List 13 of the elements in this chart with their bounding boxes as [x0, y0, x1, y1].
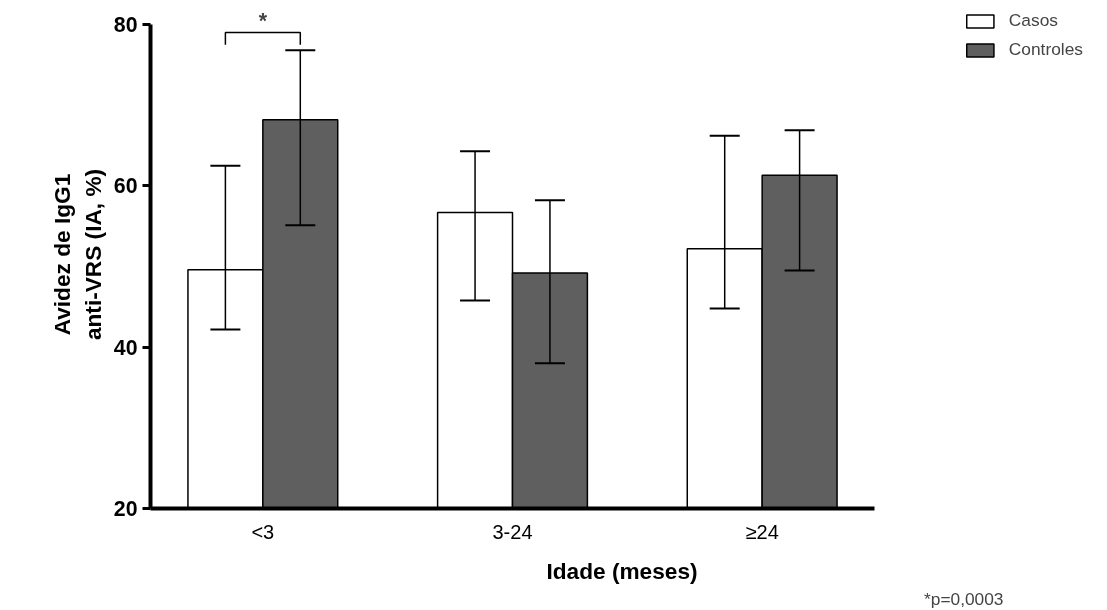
y-tick-label: 20 [113, 497, 138, 521]
x-tick-label: 3-24 [492, 520, 533, 543]
y-axis-title: Avidez de IgG1 anti-VRS (IA, %) [48, 168, 106, 341]
legend-label: Casos [1008, 10, 1058, 31]
y-tick-label: 80 [113, 13, 138, 37]
annotation: * [258, 8, 268, 33]
x-tick-label: ≥24 [745, 520, 779, 543]
x-tick-label: <3 [251, 520, 275, 543]
y-tick-label: 60 [113, 174, 138, 199]
x-axis-title: Idade (meses) [546, 557, 698, 584]
y-tick-label: 40 [113, 335, 138, 360]
legend-label: Controles [1008, 39, 1083, 60]
text: *p=0,0003 [924, 588, 1004, 609]
